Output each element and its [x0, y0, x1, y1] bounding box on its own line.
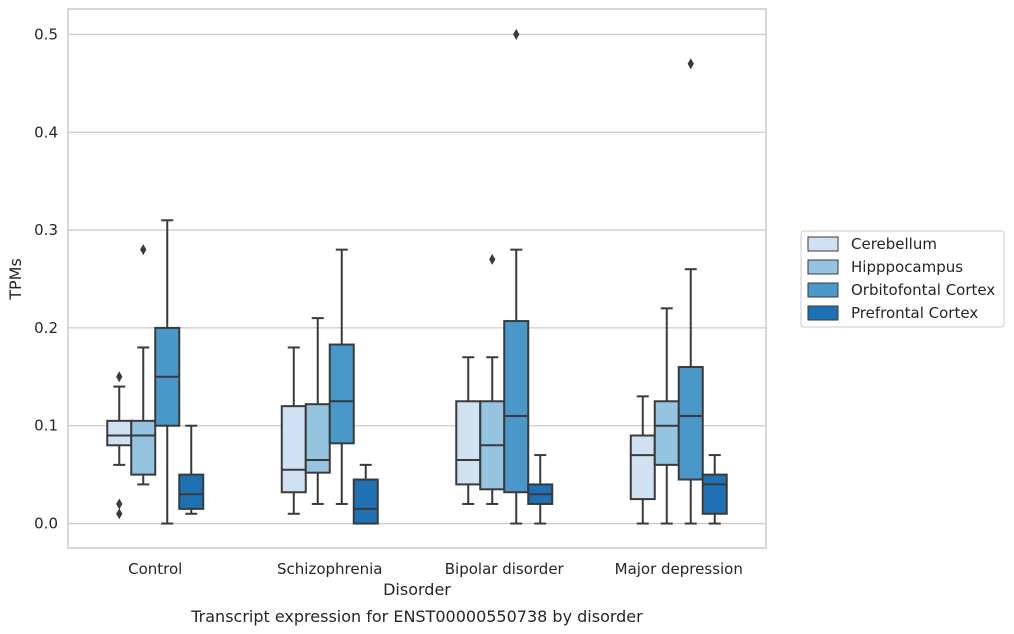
box-body — [130, 419, 157, 476]
box-hipppocampus — [304, 317, 331, 505]
box-prefrontal-cortex — [701, 454, 728, 525]
legend: Cerebellum Hipppocampus Orbitofontal Corte… — [800, 230, 1005, 328]
y-tick-label: 0.0 — [34, 515, 58, 533]
box-cerebellum — [106, 371, 133, 520]
box-body — [701, 473, 728, 515]
box-groups — [106, 28, 728, 525]
outlier-point — [687, 58, 694, 70]
x-tick-label: Schizophrenia — [277, 560, 382, 578]
legend-label: Prefrontal Cortex — [851, 304, 978, 322]
box-hipppocampus — [479, 253, 506, 505]
box-cerebellum — [280, 346, 307, 515]
x-tick-label: Major depression — [615, 560, 743, 578]
box-prefrontal-cortex — [352, 463, 379, 525]
box-orbitofontal-cortex — [154, 219, 181, 525]
y-tick-label: 0.2 — [34, 319, 58, 337]
outlier-point — [489, 253, 496, 265]
outlier-point — [140, 244, 147, 256]
plot-frame — [67, 8, 767, 549]
box-orbitofontal-cortex — [503, 28, 530, 525]
box-body — [178, 473, 205, 510]
box-body — [352, 478, 379, 525]
legend-frame — [800, 230, 1005, 328]
y-tick-label: 0.1 — [34, 417, 58, 435]
x-tick-label: Control — [128, 560, 182, 578]
outlier-point — [116, 371, 123, 383]
y-tick-labels: 0.0 0.1 0.2 0.3 0.4 0.5 — [34, 25, 58, 532]
box-body — [304, 403, 331, 474]
legend-swatch — [807, 282, 839, 298]
outlier-point — [116, 498, 123, 510]
box-body — [629, 434, 656, 501]
x-tick-labels: Control Schizophrenia Bipolar disorder Majo… — [128, 560, 743, 578]
outlier-point — [513, 28, 520, 40]
box-cerebellum — [629, 395, 656, 525]
box-hipppocampus — [653, 307, 680, 525]
outlier-point — [116, 508, 123, 520]
box-orbitofontal-cortex — [328, 248, 355, 505]
legend-label: Cerebellum — [851, 235, 937, 253]
box-hipppocampus — [130, 244, 157, 486]
y-tick-label: 0.4 — [34, 123, 58, 141]
box-body — [503, 320, 530, 494]
box-orbitofontal-cortex — [677, 58, 704, 525]
legend-swatch — [807, 305, 839, 321]
box-body — [280, 405, 307, 494]
grid-lines — [68, 33, 766, 525]
legend-swatch — [807, 259, 839, 275]
box-prefrontal-cortex — [178, 424, 205, 515]
box-body — [455, 400, 482, 486]
y-axis-label: TPMs — [6, 258, 25, 301]
legend-label: Hipppocampus — [851, 258, 963, 276]
box-body — [106, 419, 133, 447]
legend-swatch — [807, 236, 839, 252]
box-body — [653, 400, 680, 466]
x-tick-label: Bipolar disorder — [445, 560, 565, 578]
chart-caption: Transcript expression for ENST0000055073… — [190, 607, 643, 626]
plot-background — [68, 9, 766, 548]
x-axis-label: Disorder — [383, 580, 451, 599]
y-tick-label: 0.3 — [34, 221, 58, 239]
box-body — [677, 366, 704, 481]
legend-label: Orbitofontal Cortex — [851, 281, 995, 299]
box-body — [328, 343, 355, 445]
y-tick-label: 0.5 — [34, 25, 58, 43]
box-prefrontal-cortex — [527, 454, 554, 525]
